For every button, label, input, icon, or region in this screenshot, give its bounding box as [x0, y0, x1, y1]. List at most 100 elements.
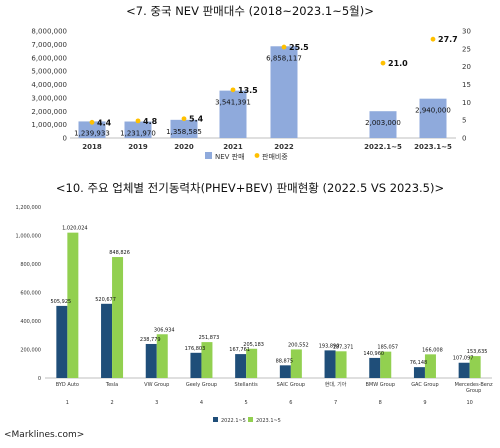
- bar-value-label: 205,183: [243, 342, 264, 348]
- share-label: 21.0: [388, 59, 408, 68]
- rank-label: 2: [110, 400, 113, 406]
- y2-tick-label: 15: [462, 81, 471, 89]
- chart2-title: <10. 주요 업체별 전기동력차(PHEV+BEV) 판매현황 (2022.5…: [55, 181, 445, 195]
- legend-swatch-2022: [213, 417, 218, 422]
- y-tick-label: 800,000: [20, 262, 41, 268]
- y2-tick-label: 5: [462, 117, 466, 125]
- y2-tick-label: 10: [462, 99, 471, 107]
- y2-tick-label: 25: [462, 45, 471, 53]
- bar-value-label: 176,803: [185, 346, 206, 352]
- bar-2022: [56, 305, 68, 378]
- y-tick-label: 0: [38, 376, 41, 382]
- x-tick-label: BYD Auto: [56, 382, 79, 388]
- bar-2022: [413, 367, 425, 378]
- bar-2023: [290, 349, 302, 378]
- bar-value-label: 1,231,970: [120, 130, 156, 138]
- chart1-title: <7. 중국 NEV 판매대수 (2018~2023.1~5월)>: [126, 4, 374, 18]
- bar-2023: [156, 334, 168, 378]
- legend-label: NEV 판매: [215, 152, 245, 161]
- y-tick-label: 600,000: [20, 291, 41, 297]
- bar-value-label: 251,873: [199, 335, 220, 341]
- bar-2023: [335, 351, 347, 378]
- bar-2023: [380, 351, 392, 378]
- bar-value-label: 167,761: [229, 347, 250, 353]
- x-tick-label: Group: [466, 388, 481, 394]
- x-tick-label: 현대, 기아: [325, 381, 347, 388]
- bar: [78, 121, 106, 138]
- y-tick-label: 1,200,000: [16, 205, 41, 211]
- y-tick-label: 5,000,000: [31, 68, 67, 76]
- bar-2022: [190, 352, 202, 378]
- bar-value-label: 3,541,391: [215, 99, 251, 107]
- share-marker: [89, 119, 95, 125]
- legend-swatch-share: [254, 153, 260, 158]
- x-tick-label: 2022.1~5: [364, 143, 402, 151]
- bar-2023: [246, 348, 258, 378]
- x-tick-label: 2023.1~5: [414, 143, 452, 151]
- rank-label: 3: [155, 400, 158, 406]
- rank-label: 7: [334, 400, 337, 406]
- y-tick-label: 1,000,000: [16, 234, 41, 240]
- bar-2023: [67, 232, 79, 378]
- x-tick-label: Tesla: [105, 382, 118, 388]
- x-tick-label: 2021: [223, 143, 243, 151]
- y2-tick-label: 0: [462, 135, 466, 143]
- rank-label: 6: [289, 400, 292, 406]
- nev-sales-chart: 0 1,000,000 2,000,000 3,000,000 4,000,000 5,0…: [31, 28, 471, 162]
- bar-value-label: 153,635: [467, 349, 488, 355]
- y-tick-label: 8,000,000: [31, 28, 67, 36]
- rank-label: 8: [379, 400, 382, 406]
- legend-label: 2023.1~5: [256, 418, 281, 424]
- share-label: 25.5: [289, 43, 309, 52]
- bar-value-label: 2,003,000: [365, 119, 401, 127]
- bar: [369, 111, 397, 138]
- x-tick-label: SAIC Group: [277, 382, 305, 388]
- rank-label: 1: [66, 400, 69, 406]
- bar: [270, 46, 298, 138]
- bar-2022: [235, 354, 247, 378]
- bar: [219, 90, 247, 138]
- share-marker: [380, 60, 386, 66]
- rank-label: 5: [245, 400, 248, 406]
- legend-label: 판매비중: [262, 152, 288, 161]
- bar-value-label: 238,779: [140, 337, 161, 343]
- maker-sales-chart: 0 200,000 400,000 600,000 800,000 1,000,000 1,…: [16, 205, 493, 424]
- x-tick-label: 2018: [82, 143, 102, 151]
- legend-swatch-sales: [205, 152, 212, 159]
- bar-value-label: 2,940,000: [415, 107, 451, 115]
- share-marker: [281, 44, 287, 50]
- share-marker: [230, 87, 236, 93]
- bar-value-label: 166,008: [422, 347, 443, 353]
- x-tick-label: VW Group: [144, 382, 169, 388]
- bar-value-label: 200,552: [288, 342, 309, 348]
- y2-tick-label: 30: [462, 28, 471, 36]
- bar: [124, 121, 152, 138]
- share-marker: [181, 116, 187, 122]
- bar-value-label: 76,148: [410, 360, 428, 366]
- x-tick-label: 2020: [174, 143, 194, 151]
- bar-2022: [369, 357, 381, 378]
- source-note: <Marklines.com>: [4, 430, 85, 440]
- y-tick-label: 0: [63, 135, 67, 143]
- y-tick-label: 6,000,000: [31, 54, 67, 62]
- bar-2022: [101, 303, 113, 378]
- bar-value-label: 1,239,933: [74, 129, 110, 137]
- bar-value-label: 1,020,024: [62, 226, 87, 232]
- share-label: 5.4: [189, 115, 204, 124]
- rank-label: 9: [423, 400, 426, 406]
- bar-2022: [145, 343, 157, 378]
- bar-value-label: 505,925: [51, 299, 72, 305]
- bar-value-label: 187,371: [333, 344, 354, 350]
- x-tick-label: 2019: [128, 143, 148, 151]
- y-tick-label: 7,000,000: [31, 41, 67, 49]
- bar-value-label: 107,097: [453, 356, 474, 362]
- share-label: 4.4: [97, 118, 112, 127]
- share-marker: [135, 118, 141, 124]
- bar-2023: [112, 257, 124, 378]
- bar-2023: [469, 356, 481, 378]
- bar-2022: [458, 362, 470, 378]
- y-tick-label: 2,000,000: [31, 108, 67, 116]
- bar-2023: [424, 354, 436, 378]
- bar-value-label: 1,358,585: [166, 128, 202, 136]
- legend-swatch-2023: [248, 417, 253, 422]
